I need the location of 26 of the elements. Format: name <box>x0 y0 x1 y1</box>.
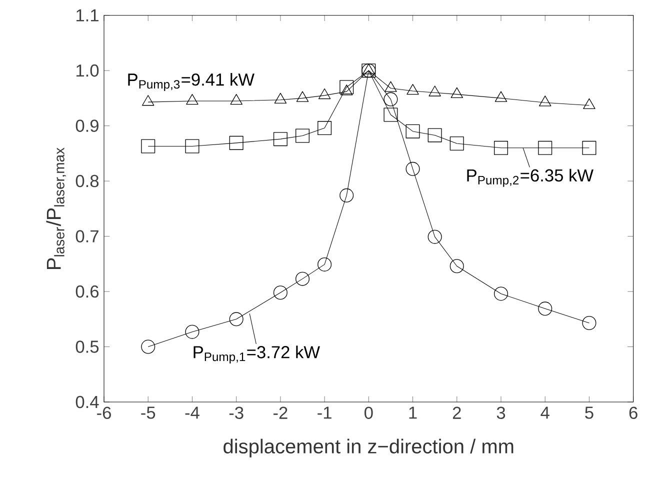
x-tick-label: 6 <box>629 406 638 419</box>
y-tick-label: 0.4 <box>76 396 99 408</box>
x-tick-label: 3 <box>496 406 506 419</box>
x-tick-label: 5 <box>585 406 594 419</box>
x-axis-title: displacement in z−direction / mm <box>224 438 514 458</box>
y-tick-label: 0.7 <box>76 230 98 242</box>
y-axis-title: P$_{laser}$/P$_{laser,max}$ <box>46 148 66 269</box>
x-tick-label: -5 <box>141 406 156 419</box>
x-tick-label: 4 <box>540 406 550 419</box>
annotation: P$_{Pump,3}$=9.41 kW <box>128 73 254 92</box>
annotation: P$_{Pump,1}$=3.72 kW <box>194 346 320 364</box>
annotation: P$_{Pump,2}$=6.35 kW <box>467 168 594 187</box>
y-tick-label: 1.0 <box>76 64 99 77</box>
y-tick-label: 0.5 <box>76 340 99 353</box>
x-tick-label: -6 <box>97 406 111 419</box>
x-tick-label: 1 <box>409 406 417 419</box>
x-tick-label: 0 <box>364 406 373 419</box>
x-tick-label: -4 <box>185 406 200 419</box>
y-tick-label: 0.8 <box>76 174 99 188</box>
y-tick-label: 1.1 <box>76 9 98 22</box>
x-tick-label: -1 <box>318 406 332 419</box>
y-tick-label: 0.9 <box>76 120 98 132</box>
x-tick-label: -3 <box>229 406 244 419</box>
x-tick-label: 2 <box>452 406 461 419</box>
x-tick-label: -2 <box>274 406 288 419</box>
y-tick-label: 0.6 <box>76 285 99 298</box>
